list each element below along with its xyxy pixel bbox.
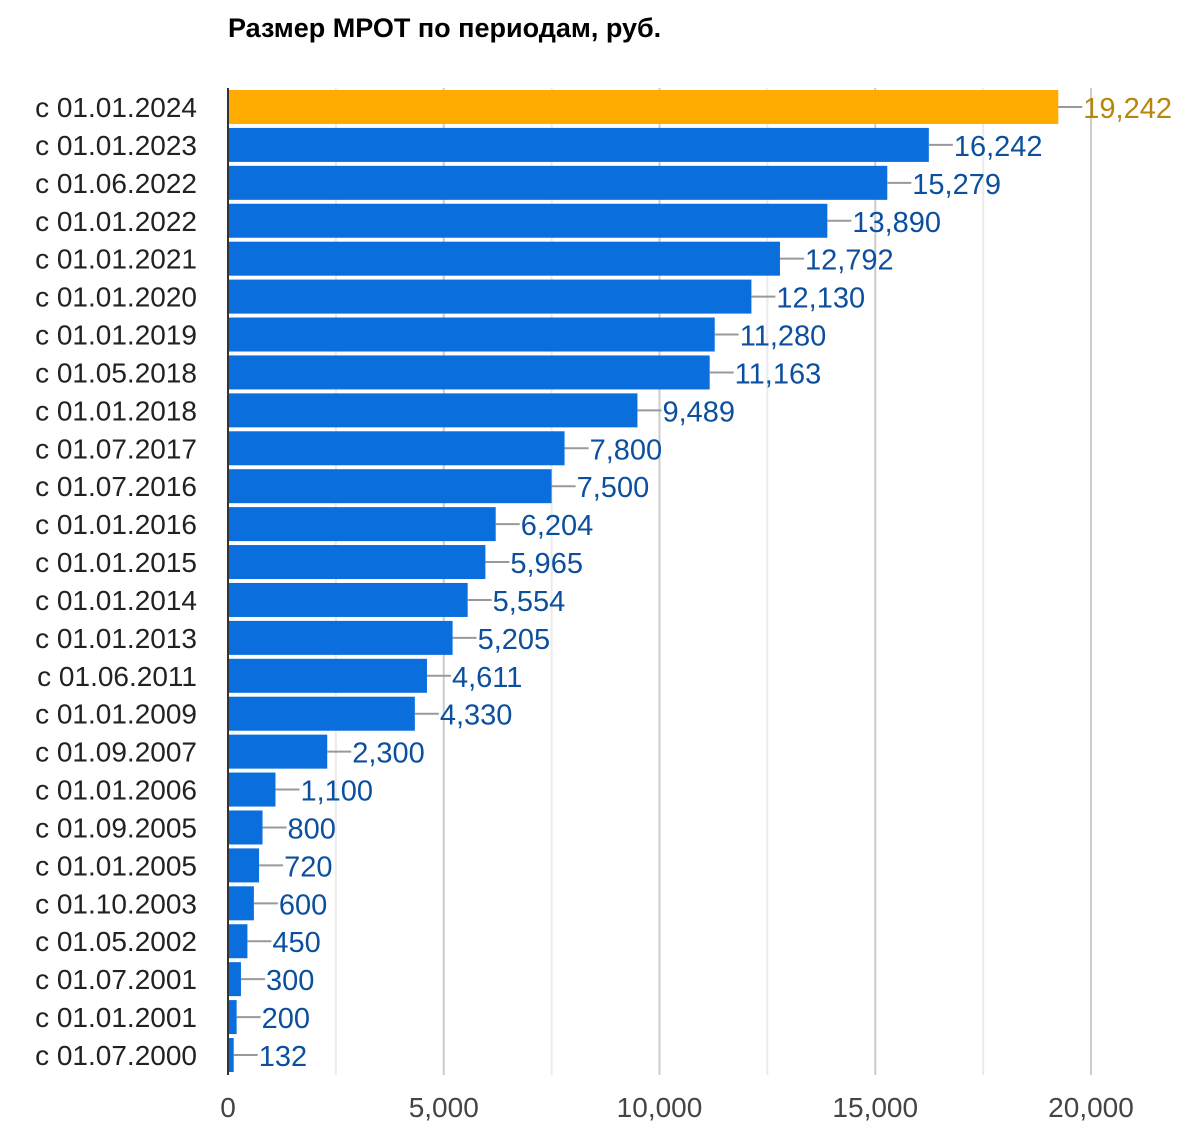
data-label: 15,279 <box>912 169 1001 201</box>
bar[interactable] <box>228 203 828 238</box>
data-label: 600 <box>279 889 327 921</box>
category-label: с 01.01.2016 <box>35 509 197 540</box>
bar[interactable] <box>228 886 254 921</box>
category-label: с 01.01.2001 <box>35 1002 197 1033</box>
category-label: с 01.07.2001 <box>35 964 197 995</box>
category-label: с 01.07.2000 <box>35 1040 197 1071</box>
category-label: с 01.01.2005 <box>35 850 197 881</box>
bar[interactable] <box>228 658 427 693</box>
bar[interactable] <box>228 431 565 466</box>
category-label: с 01.01.2009 <box>35 699 197 730</box>
bar[interactable] <box>228 545 486 580</box>
data-label: 6,204 <box>521 510 594 542</box>
data-label: 300 <box>266 965 314 997</box>
data-label: 720 <box>284 851 332 883</box>
x-tick-label: 10,000 <box>617 1092 703 1123</box>
bar[interactable] <box>228 696 415 731</box>
category-label: с 01.05.2002 <box>35 926 197 957</box>
category-label: с 01.07.2017 <box>35 433 197 464</box>
category-label: с 01.01.2013 <box>35 623 197 654</box>
bar[interactable] <box>228 620 453 655</box>
category-label: с 01.10.2003 <box>35 888 197 919</box>
data-label: 7,500 <box>577 472 650 504</box>
data-label: 5,205 <box>478 624 551 656</box>
data-label: 9,489 <box>662 396 735 428</box>
bar[interactable] <box>228 165 888 200</box>
data-label: 2,300 <box>352 738 425 770</box>
bar[interactable] <box>228 1038 234 1072</box>
x-tick-label: 15,000 <box>832 1092 918 1123</box>
category-label: с 01.06.2011 <box>37 661 197 692</box>
bar[interactable] <box>228 772 276 807</box>
data-label: 11,163 <box>735 358 822 390</box>
x-tick-label: 5,000 <box>409 1092 479 1123</box>
category-label: с 01.01.2006 <box>35 775 197 806</box>
data-label: 4,330 <box>440 700 513 732</box>
category-label: с 01.05.2018 <box>35 357 197 388</box>
bar[interactable] <box>228 734 328 769</box>
bar[interactable] <box>228 507 496 542</box>
x-tick-label: 0 <box>220 1092 236 1123</box>
bar[interactable] <box>228 393 638 428</box>
bar[interactable] <box>228 810 263 845</box>
chart-title: Размер МРОТ по периодам, руб. <box>228 13 661 43</box>
category-label: с 01.01.2021 <box>35 244 197 275</box>
bar[interactable] <box>228 317 715 352</box>
category-label: с 01.06.2022 <box>35 168 197 199</box>
category-label: с 01.01.2020 <box>35 282 197 313</box>
data-label: 12,130 <box>776 283 865 315</box>
category-label: с 01.01.2015 <box>35 547 197 578</box>
data-label: 4,611 <box>452 662 522 694</box>
bar[interactable] <box>228 924 248 959</box>
data-label: 13,890 <box>852 207 941 239</box>
category-label: с 01.01.2022 <box>35 206 197 237</box>
data-label: 5,554 <box>493 586 566 618</box>
bar[interactable] <box>228 962 241 997</box>
category-label: с 01.01.2023 <box>35 130 197 161</box>
data-label: 800 <box>288 813 336 845</box>
data-label: 19,242 <box>1083 93 1172 125</box>
category-label: с 01.01.2018 <box>35 395 197 426</box>
category-label: с 01.01.2024 <box>35 92 197 123</box>
data-label: 200 <box>262 1003 310 1035</box>
bar[interactable] <box>228 582 468 617</box>
bar[interactable] <box>228 469 552 504</box>
bar[interactable] <box>228 90 1059 124</box>
category-label: с 01.01.2019 <box>35 320 197 351</box>
category-label: с 01.09.2007 <box>35 737 197 768</box>
x-tick-label: 20,000 <box>1048 1092 1134 1123</box>
bar[interactable] <box>228 127 929 162</box>
data-label: 132 <box>259 1041 307 1073</box>
data-label: 12,792 <box>805 245 894 277</box>
bar[interactable] <box>228 241 780 276</box>
data-label: 11,280 <box>740 321 827 353</box>
data-label: 1,100 <box>300 776 373 808</box>
bar[interactable] <box>228 1000 237 1035</box>
bar[interactable] <box>228 355 710 390</box>
category-label: с 01.07.2016 <box>35 471 197 502</box>
bar[interactable] <box>228 279 752 314</box>
data-label: 16,242 <box>954 131 1043 163</box>
data-label: 450 <box>272 927 320 959</box>
data-label: 7,800 <box>590 434 663 466</box>
bar[interactable] <box>228 848 260 883</box>
category-label: с 01.01.2014 <box>35 585 197 616</box>
data-label: 5,965 <box>510 548 583 580</box>
category-label: с 01.09.2005 <box>35 812 197 843</box>
